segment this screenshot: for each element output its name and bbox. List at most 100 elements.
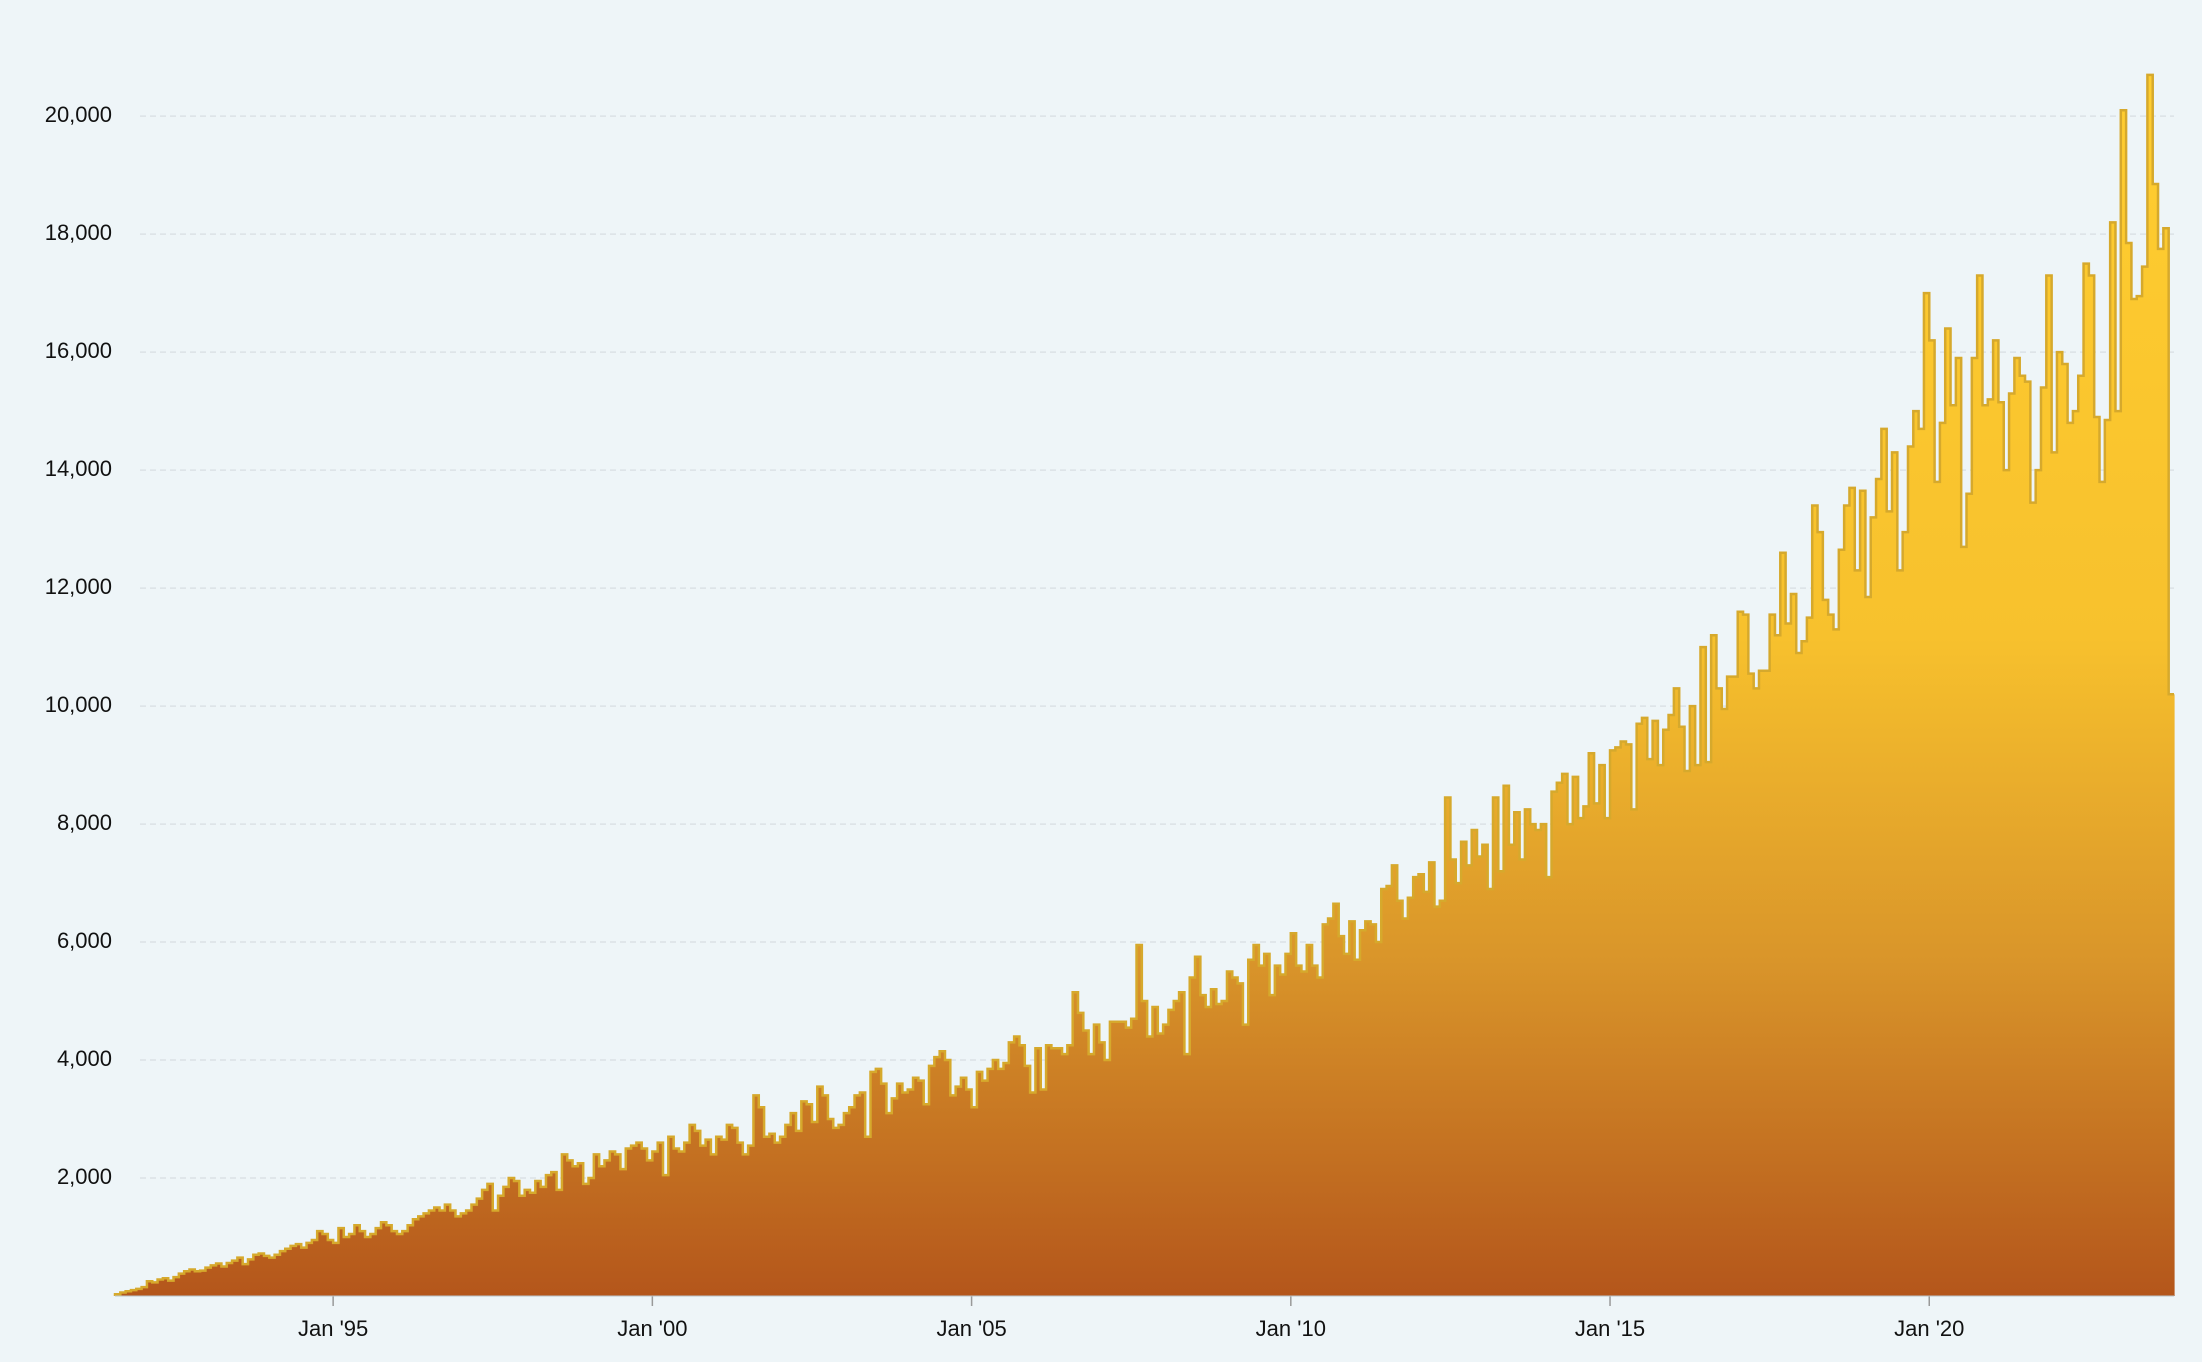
- area-step: [205, 1267, 212, 1296]
- area-step: [849, 1107, 856, 1296]
- area-step: [710, 1154, 717, 1296]
- area-step: [1008, 1042, 1015, 1296]
- area-step: [2025, 381, 2031, 1296]
- area-step: [636, 1142, 643, 1296]
- area-step: [1647, 759, 1654, 1296]
- area-step: [1466, 865, 1473, 1296]
- area-step: [1157, 1033, 1164, 1296]
- y-tick-label: 4,000: [57, 1046, 112, 1071]
- area-step: [2120, 110, 2127, 1296]
- area-step: [1365, 921, 1372, 1296]
- area-step: [1296, 965, 1303, 1296]
- area-step: [2078, 375, 2085, 1296]
- area-step: [1641, 717, 1648, 1296]
- area-step: [2040, 387, 2047, 1297]
- area-step: [790, 1113, 797, 1296]
- area-step: [1492, 797, 1499, 1296]
- area-step: [2088, 275, 2095, 1296]
- area-step: [2115, 411, 2122, 1297]
- area-step: [1093, 1024, 1100, 1296]
- area-step: [503, 1186, 510, 1296]
- area-step: [1253, 945, 1260, 1296]
- area-step: [386, 1225, 393, 1296]
- area-step: [923, 1104, 930, 1296]
- area-outline: [113, 73, 2174, 1296]
- area-step: [2126, 243, 2133, 1296]
- area-step: [567, 1160, 574, 1296]
- area-step: [263, 1255, 270, 1296]
- area-step: [1163, 1024, 1170, 1296]
- area-step: [1892, 452, 1898, 1297]
- area-step: [2067, 422, 2074, 1296]
- area-step: [1567, 824, 1574, 1296]
- area-step: [2083, 263, 2090, 1297]
- y-tick-label: 18,000: [45, 220, 112, 245]
- area-step: [944, 1060, 951, 1296]
- area-step: [1961, 546, 1968, 1296]
- area-step: [796, 1130, 802, 1296]
- area-step: [1881, 428, 1888, 1297]
- area-step: [891, 1098, 898, 1296]
- area-step: [1865, 596, 1872, 1296]
- area-step: [1769, 614, 1776, 1296]
- area-step: [2072, 411, 2079, 1297]
- area-step: [1556, 782, 1563, 1296]
- area-step: [1040, 1089, 1047, 1296]
- area-step: [1285, 953, 1292, 1296]
- area-step: [780, 1136, 786, 1296]
- area-step: [1423, 891, 1430, 1296]
- area-step: [482, 1189, 489, 1296]
- area-step: [359, 1231, 366, 1296]
- area-step: [1450, 859, 1457, 1296]
- area-step: [141, 1287, 148, 1296]
- area-step: [492, 1210, 499, 1296]
- area-step: [652, 1151, 659, 1296]
- area-step: [1290, 933, 1297, 1296]
- area-step: [1487, 888, 1494, 1296]
- area-step: [498, 1195, 504, 1296]
- area-step: [519, 1195, 526, 1296]
- area-step: [1312, 965, 1319, 1296]
- area-step: [375, 1228, 382, 1296]
- area-step: [939, 1051, 946, 1296]
- area-step: [1923, 293, 1930, 1296]
- area-step: [599, 1166, 606, 1296]
- area-step: [2094, 417, 2101, 1296]
- area-step: [487, 1183, 494, 1296]
- area-step: [370, 1234, 377, 1296]
- area-step: [615, 1154, 622, 1296]
- area-step: [1625, 744, 1632, 1296]
- area-step: [1386, 886, 1393, 1296]
- area-step: [1216, 1003, 1223, 1296]
- area-step: [322, 1234, 329, 1296]
- area-step: [152, 1282, 159, 1296]
- area-step: [1689, 706, 1696, 1296]
- area-step: [1503, 785, 1510, 1296]
- area-step: [769, 1133, 776, 1296]
- area-step: [1876, 478, 1882, 1296]
- area-step: [1189, 977, 1196, 1296]
- area-step: [2104, 419, 2111, 1297]
- area-step: [1785, 623, 1792, 1296]
- area-step: [1796, 653, 1803, 1296]
- area-step: [657, 1142, 664, 1296]
- area-step: [402, 1231, 409, 1296]
- area-step: [1019, 1045, 1026, 1296]
- area-step: [1540, 824, 1547, 1296]
- area-step: [434, 1207, 441, 1296]
- area-step: [971, 1107, 978, 1296]
- area-step: [1939, 422, 1946, 1296]
- area-step: [1977, 275, 1984, 1296]
- area-step: [1381, 888, 1388, 1296]
- area-step: [1727, 676, 1734, 1296]
- area-step: [1753, 688, 1760, 1296]
- area-step: [1950, 405, 1957, 1296]
- area-step: [1402, 918, 1409, 1296]
- area-step: [1152, 1006, 1159, 1296]
- area-step: [194, 1271, 201, 1296]
- area-step: [1514, 812, 1521, 1296]
- area-step: [811, 1121, 818, 1296]
- area-step: [1344, 953, 1350, 1296]
- area-step: [1716, 688, 1723, 1296]
- area-step: [1849, 487, 1856, 1296]
